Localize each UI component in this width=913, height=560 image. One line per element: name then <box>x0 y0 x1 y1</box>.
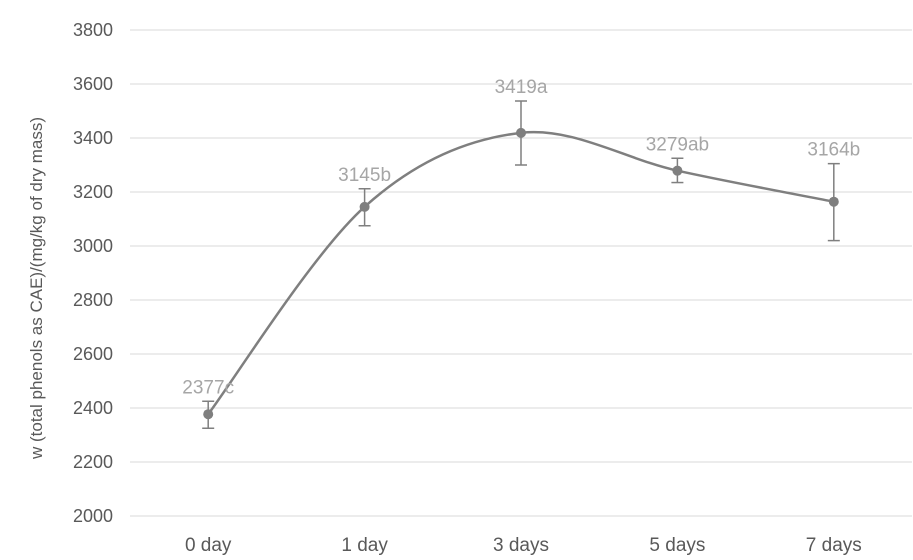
y-tick-label: 3000 <box>73 236 113 256</box>
x-tick-label: 0 day <box>185 535 232 555</box>
x-tick-label: 5 days <box>649 535 705 555</box>
gridlines <box>130 29 912 517</box>
data-label: 3145b <box>338 165 391 186</box>
y-tick-label: 3200 <box>73 182 113 202</box>
data-label: 3279ab <box>646 134 709 155</box>
data-labels: 2377c 3145b 3419a 3279ab 3164b <box>182 77 860 398</box>
y-tick-label: 2000 <box>73 506 113 526</box>
data-point <box>359 201 370 212</box>
y-axis-label: w (total phenols as CAE)/(mg/kg of dry m… <box>27 117 46 460</box>
y-axis-ticks: 2000 2200 2400 2600 2800 3000 3200 3400 3600 3800 <box>73 20 113 526</box>
y-tick-label: 3400 <box>73 128 113 148</box>
error-bars <box>202 100 840 429</box>
y-tick-label: 2600 <box>73 344 113 364</box>
y-tick-label: 3600 <box>73 74 113 94</box>
data-label: 2377c <box>182 377 234 398</box>
x-tick-label: 1 day <box>341 535 388 555</box>
data-point <box>516 127 526 138</box>
series-line <box>207 130 835 415</box>
x-tick-label: 3 days <box>493 535 549 555</box>
y-tick-label: 2400 <box>73 398 113 418</box>
y-tick-label: 3800 <box>73 20 113 40</box>
data-label: 3419a <box>495 77 548 98</box>
y-tick-label: 2200 <box>73 452 113 472</box>
data-point <box>672 165 683 176</box>
data-point <box>828 196 839 207</box>
data-point <box>203 409 214 420</box>
x-tick-label: 7 days <box>806 535 862 555</box>
x-axis-ticks: 0 day 1 day 3 days 5 days 7 days <box>185 535 862 556</box>
data-label: 3164b <box>807 140 860 161</box>
data-markers <box>203 127 839 420</box>
y-tick-label: 2800 <box>73 290 113 310</box>
